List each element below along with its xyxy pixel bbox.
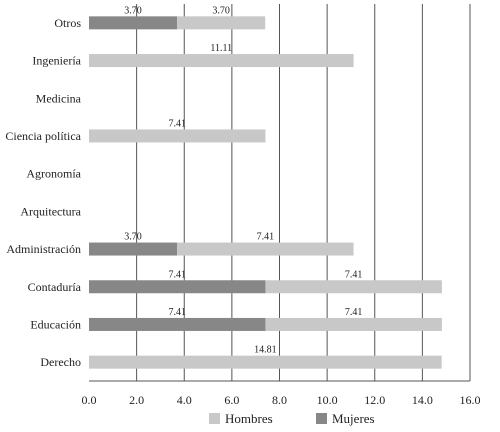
bar-hombres — [89, 54, 354, 68]
data-label-mujeres: 7.41 — [168, 307, 186, 318]
bar-mujeres — [89, 280, 266, 294]
category-label: Agronomía — [26, 167, 81, 181]
data-label-hombres: 7.41 — [168, 118, 186, 129]
legend-swatch — [316, 413, 327, 424]
category-label: Educación — [30, 317, 81, 331]
bar-hombres — [177, 242, 354, 256]
x-tick-label: 8.0 — [272, 393, 287, 407]
x-axis: 0.0 2.0 4.0 6.0 8.0 10.0 12.0 14.0 16.0 — [82, 380, 481, 407]
data-label-mujeres: 3.70 — [124, 5, 142, 16]
x-tick-label: 16.0 — [460, 393, 481, 407]
category-label: Contaduría — [28, 280, 82, 294]
bar-hombres — [89, 355, 442, 369]
category-label: Otros — [54, 16, 81, 30]
x-tick-label: 0.0 — [82, 393, 97, 407]
category-label: Administración — [6, 242, 81, 256]
data-label-hombres: 7.41 — [345, 307, 363, 318]
data-label-hombres: 7.41 — [257, 232, 275, 243]
category-label: Arquitectura — [20, 204, 81, 218]
x-tick-label: 10.0 — [317, 393, 338, 407]
x-tick-label: 2.0 — [129, 393, 144, 407]
bar-hombres — [177, 16, 266, 30]
category-label: Medicina — [36, 91, 82, 105]
data-label-hombres: 11.11 — [210, 43, 232, 54]
legend-swatch — [209, 413, 220, 424]
legend-label: Hombres — [225, 411, 273, 426]
data-labels: 3.70 3.70 11.11 7.41 3.70 7.41 7.41 7.41 7.41 7.4… — [124, 5, 362, 355]
data-label-mujeres: 7.41 — [168, 269, 186, 280]
category-label: Ingeniería — [32, 54, 81, 68]
category-axis: Otros Ingeniería Medicina Ciencia política A… — [5, 16, 81, 369]
x-tick-label: 12.0 — [364, 393, 385, 407]
bar-hombres — [265, 317, 442, 331]
bar-mujeres — [89, 16, 178, 30]
bar-hombres — [89, 129, 266, 143]
x-tick-label: 4.0 — [177, 393, 192, 407]
data-label-hombres: 3.70 — [212, 5, 230, 16]
data-label-mujeres: 3.70 — [124, 232, 142, 243]
category-label: Derecho — [40, 355, 81, 369]
bar-mujeres — [89, 242, 178, 256]
data-label-hombres: 7.41 — [345, 269, 363, 280]
x-tick-label: 14.0 — [412, 393, 433, 407]
bar-hombres — [265, 280, 442, 294]
bars — [89, 16, 442, 369]
data-label-hombres: 14.81 — [254, 345, 277, 356]
category-label: Ciencia política — [5, 129, 81, 143]
legend-label: Mujeres — [332, 411, 375, 426]
bar-mujeres — [89, 317, 266, 331]
x-tick-label: 6.0 — [224, 393, 239, 407]
legend: Hombres Mujeres — [209, 411, 375, 426]
